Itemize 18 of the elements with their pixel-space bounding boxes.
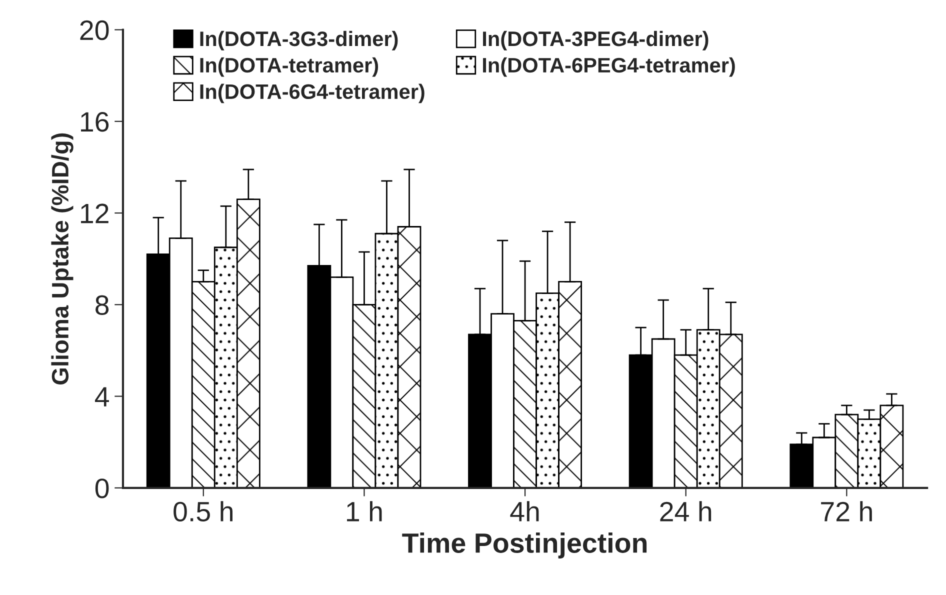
y-tick-label: 0 bbox=[95, 478, 109, 498]
y-tick-label: 8 bbox=[96, 295, 109, 315]
legend-label: In(DOTA-6G4-tetramer) bbox=[200, 84, 424, 104]
x-axis-title: Time Postinjection bbox=[402, 532, 647, 558]
x-tick-label: 72 h bbox=[821, 501, 872, 522]
y-tick-label: 16 bbox=[81, 112, 109, 132]
x-tick-label: 1 h bbox=[347, 501, 382, 522]
y-tick-label: 12 bbox=[81, 204, 108, 224]
x-tick-label: 4h bbox=[510, 501, 539, 522]
legend-label: In(DOTA-tetramer) bbox=[200, 57, 378, 77]
legend-label: In(DOTA-3G3-dimer) bbox=[200, 30, 398, 50]
y-tick-label: 4 bbox=[94, 387, 109, 406]
x-tick-label: 0.5 h bbox=[174, 501, 232, 522]
legend-label: In(DOTA-3PEG4-dimer) bbox=[483, 30, 708, 50]
y-axis-title: Glioma Uptake (%ID/g) bbox=[51, 133, 74, 384]
y-tick-label: 20 bbox=[80, 20, 109, 40]
legend-label: In(DOTA-6PEG4-tetramer) bbox=[483, 57, 735, 77]
x-tick-label: 24 h bbox=[660, 501, 712, 522]
